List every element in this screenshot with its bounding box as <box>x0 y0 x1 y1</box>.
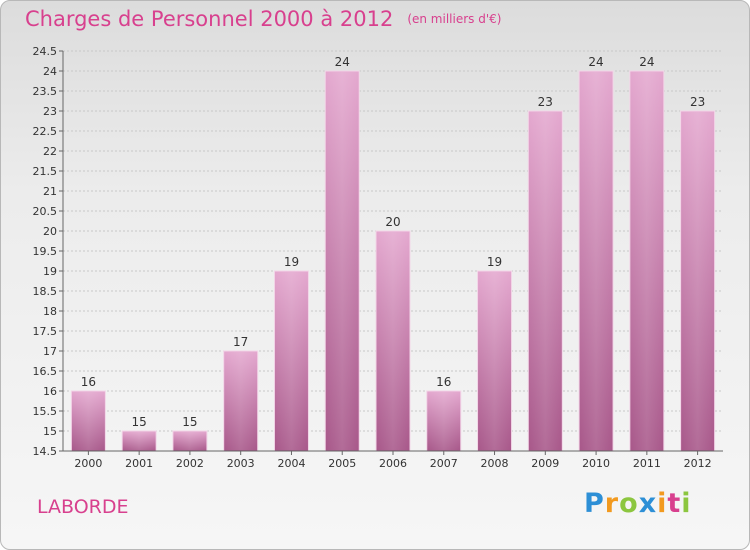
x-tick-label: 2005 <box>328 457 356 470</box>
y-tick-label: 23.5 <box>33 85 58 98</box>
value-label: 17 <box>233 335 248 349</box>
bars: 16 15 15 17 19 24 20 16 19 23 24 24 23 <box>70 55 716 452</box>
y-axis: 14.5 15 15.5 16 16.5 17 17.5 18 18.5 19 19.5 20 20.5… <box>33 45 64 458</box>
bar-2001 <box>121 430 157 452</box>
x-tick-label: 2008 <box>481 457 509 470</box>
bar-2005 <box>324 70 360 452</box>
y-tick-label: 20.5 <box>33 205 58 218</box>
commune-name: LABORDE <box>37 496 129 518</box>
y-tick-label: 23 <box>43 105 57 118</box>
value-label: 15 <box>132 415 147 429</box>
bar-2000 <box>70 390 106 452</box>
chart-title-unit: (en milliers d'€) <box>407 12 502 26</box>
value-label: 23 <box>690 95 705 109</box>
bar-2002 <box>172 430 208 452</box>
y-tick-label: 16 <box>43 385 57 398</box>
y-tick-label: 19 <box>43 265 57 278</box>
x-tick-label: 2011 <box>633 457 661 470</box>
value-label: 24 <box>335 55 350 69</box>
x-tick-label: 2012 <box>684 457 712 470</box>
value-label: 19 <box>487 255 502 269</box>
x-tick-label: 2000 <box>74 457 102 470</box>
x-tick-label: 2009 <box>531 457 559 470</box>
x-tick-label: 2004 <box>277 457 305 470</box>
y-tick-label: 18.5 <box>33 285 58 298</box>
x-tick-label: 2003 <box>227 457 255 470</box>
y-tick-label: 14.5 <box>33 445 58 458</box>
bar-2003 <box>223 350 259 452</box>
y-tick-label: 24.5 <box>33 45 58 58</box>
x-axis: 2000 2001 2002 2003 2004 2005 2006 2007 2008 2009… <box>63 450 723 470</box>
bar-2009 <box>527 110 563 452</box>
y-tick-label: 20 <box>43 225 57 238</box>
bar-2008 <box>477 270 513 452</box>
y-tick-label: 15.5 <box>33 405 58 418</box>
bar-2007 <box>426 390 462 452</box>
y-tick-label: 22 <box>43 145 57 158</box>
y-tick-label: 18 <box>43 305 57 318</box>
y-tick-label: 17 <box>43 345 57 358</box>
chart-title-main: Charges de Personnel 2000 à 2012 <box>25 7 394 31</box>
y-tick-label: 22.5 <box>33 125 58 138</box>
bar-2010 <box>578 70 614 452</box>
bar-2012 <box>680 110 716 452</box>
y-tick-label: 24 <box>43 65 57 78</box>
chart-title: Charges de Personnel 2000 à 2012 (en mill… <box>25 7 501 31</box>
x-tick-label: 2001 <box>125 457 153 470</box>
value-label: 15 <box>182 415 197 429</box>
y-tick-label: 15 <box>43 425 57 438</box>
proxiti-logo: Proxiti <box>584 488 692 519</box>
value-label: 16 <box>81 375 96 389</box>
x-tick-label: 2006 <box>379 457 407 470</box>
value-label: 24 <box>588 55 603 69</box>
y-tick-label: 21 <box>43 185 57 198</box>
x-tick-label: 2010 <box>582 457 610 470</box>
x-tick-label: 2002 <box>176 457 204 470</box>
value-label: 19 <box>284 255 299 269</box>
value-label: 24 <box>639 55 654 69</box>
bar-2006 <box>375 230 411 452</box>
x-tick-label: 2007 <box>430 457 458 470</box>
value-label: 20 <box>385 215 400 229</box>
y-tick-label: 19.5 <box>33 245 58 258</box>
y-tick-label: 17.5 <box>33 325 58 338</box>
value-label: 23 <box>538 95 553 109</box>
value-label: 16 <box>436 375 451 389</box>
y-tick-label: 21.5 <box>33 165 58 178</box>
bar-2004 <box>273 270 309 452</box>
bar-2011 <box>629 70 665 452</box>
y-tick-label: 16.5 <box>33 365 58 378</box>
